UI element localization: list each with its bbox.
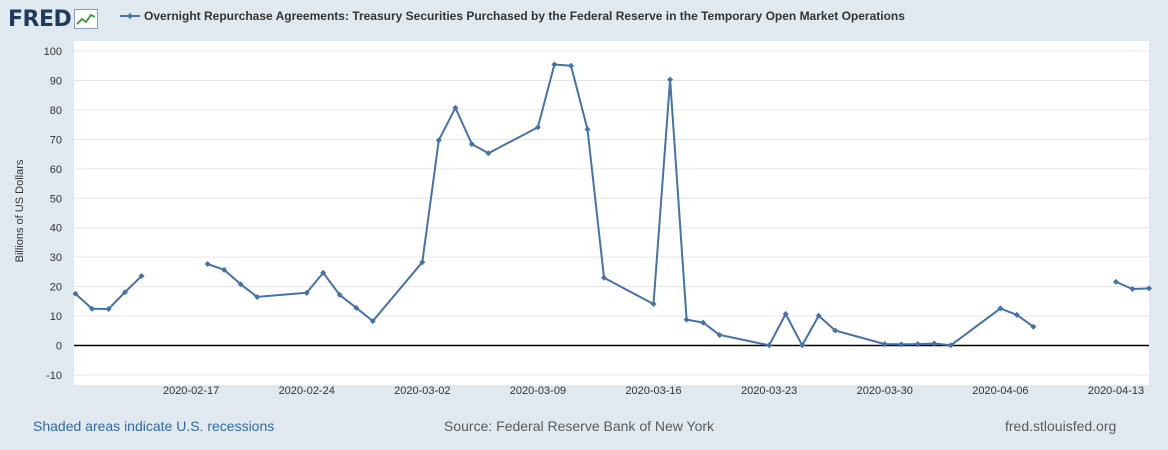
data-point[interactable]: [815, 312, 822, 319]
y-axis-title: Billions of US Dollars: [14, 159, 26, 262]
legend-series-marker-icon: [120, 13, 140, 19]
data-point[interactable]: [898, 341, 905, 348]
data-point[interactable]: [1013, 311, 1020, 318]
data-point[interactable]: [320, 269, 327, 276]
y-tick-label: 10: [50, 311, 62, 323]
data-point[interactable]: [452, 104, 459, 111]
data-point[interactable]: [254, 293, 261, 300]
x-tick-label: 2020-02-24: [279, 385, 335, 397]
x-tick-label: 2020-03-02: [394, 385, 450, 397]
data-point[interactable]: [221, 266, 228, 273]
data-point[interactable]: [584, 126, 591, 133]
data-point[interactable]: [1146, 285, 1152, 292]
data-point[interactable]: [237, 281, 244, 288]
data-point[interactable]: [683, 316, 690, 323]
data-point[interactable]: [997, 305, 1004, 312]
y-axis-tick-labels: -10 0 10 20 30 40 50 60 70 80 90 100: [44, 46, 62, 382]
y-tick-label: -10: [46, 370, 62, 382]
x-tick-label: 2020-03-23: [741, 385, 797, 397]
data-point[interactable]: [534, 124, 541, 131]
data-point[interactable]: [947, 342, 954, 349]
data-point[interactable]: [122, 289, 129, 296]
y-tick-label: 20: [50, 282, 62, 294]
x-tick-label: 2020-03-09: [510, 385, 566, 397]
data-point[interactable]: [369, 318, 376, 325]
data-point[interactable]: [435, 137, 442, 144]
data-point[interactable]: [1030, 323, 1037, 330]
data-point[interactable]: [799, 342, 806, 349]
fred-logo-text: FRED: [8, 6, 72, 32]
y-tick-label: 100: [44, 46, 62, 58]
data-point[interactable]: [832, 327, 839, 334]
data-point[interactable]: [468, 141, 475, 148]
x-tick-label: 2020-04-13: [1088, 385, 1144, 397]
data-point[interactable]: [138, 273, 145, 280]
y-tick-label: 80: [50, 105, 62, 117]
data-point[interactable]: [353, 304, 360, 311]
chart-legend: Overnight Repurchase Agreements: Treasur…: [120, 9, 905, 23]
series-points: [72, 61, 1152, 349]
data-point[interactable]: [700, 319, 707, 326]
data-point[interactable]: [914, 341, 921, 348]
data-point[interactable]: [419, 259, 426, 266]
y-tick-label: 90: [50, 75, 62, 87]
site-link[interactable]: fred.stlouisfed.org: [1005, 418, 1117, 434]
data-point[interactable]: [551, 61, 558, 68]
y-tick-label: 30: [50, 252, 62, 264]
data-point[interactable]: [485, 150, 492, 157]
data-point[interactable]: [667, 76, 674, 83]
data-point[interactable]: [1129, 285, 1136, 292]
x-tick-label: 2020-02-17: [163, 385, 219, 397]
data-point[interactable]: [105, 306, 112, 313]
data-point[interactable]: [782, 311, 789, 318]
data-point[interactable]: [72, 290, 79, 297]
data-point[interactable]: [931, 340, 938, 347]
recessions-note-link[interactable]: Shaded areas indicate U.S. recessions: [33, 418, 275, 434]
y-tick-label: 40: [50, 223, 62, 235]
y-tick-label: 60: [50, 164, 62, 176]
data-point[interactable]: [766, 342, 773, 349]
source-text: Source: Federal Reserve Bank of New York: [444, 418, 715, 434]
plot-area: [74, 41, 1149, 385]
x-tick-label: 2020-03-30: [857, 385, 913, 397]
data-point[interactable]: [650, 301, 657, 308]
data-point[interactable]: [567, 62, 574, 69]
data-point[interactable]: [204, 260, 211, 267]
y-tick-label: 70: [50, 134, 62, 146]
data-point[interactable]: [336, 291, 343, 298]
data-point[interactable]: [716, 331, 723, 338]
data-point[interactable]: [303, 289, 310, 296]
data-point[interactable]: [89, 305, 96, 312]
x-tick-label: 2020-03-16: [625, 385, 681, 397]
x-tick-label: 2020-04-06: [972, 385, 1028, 397]
data-point[interactable]: [881, 341, 888, 348]
y-tick-label: 0: [56, 341, 62, 353]
legend-series-label: Overnight Repurchase Agreements: Treasur…: [144, 9, 905, 23]
data-point[interactable]: [1112, 278, 1119, 285]
line-graph-icon: [74, 9, 99, 29]
y-tick-label: 50: [50, 193, 62, 205]
grid-lines: [74, 50, 1149, 376]
x-axis-tick-labels: 2020-02-17 2020-02-24 2020-03-02 2020-03-09…: [163, 385, 1144, 397]
fred-logo[interactable]: FRED: [8, 4, 99, 34]
data-point[interactable]: [600, 274, 607, 281]
